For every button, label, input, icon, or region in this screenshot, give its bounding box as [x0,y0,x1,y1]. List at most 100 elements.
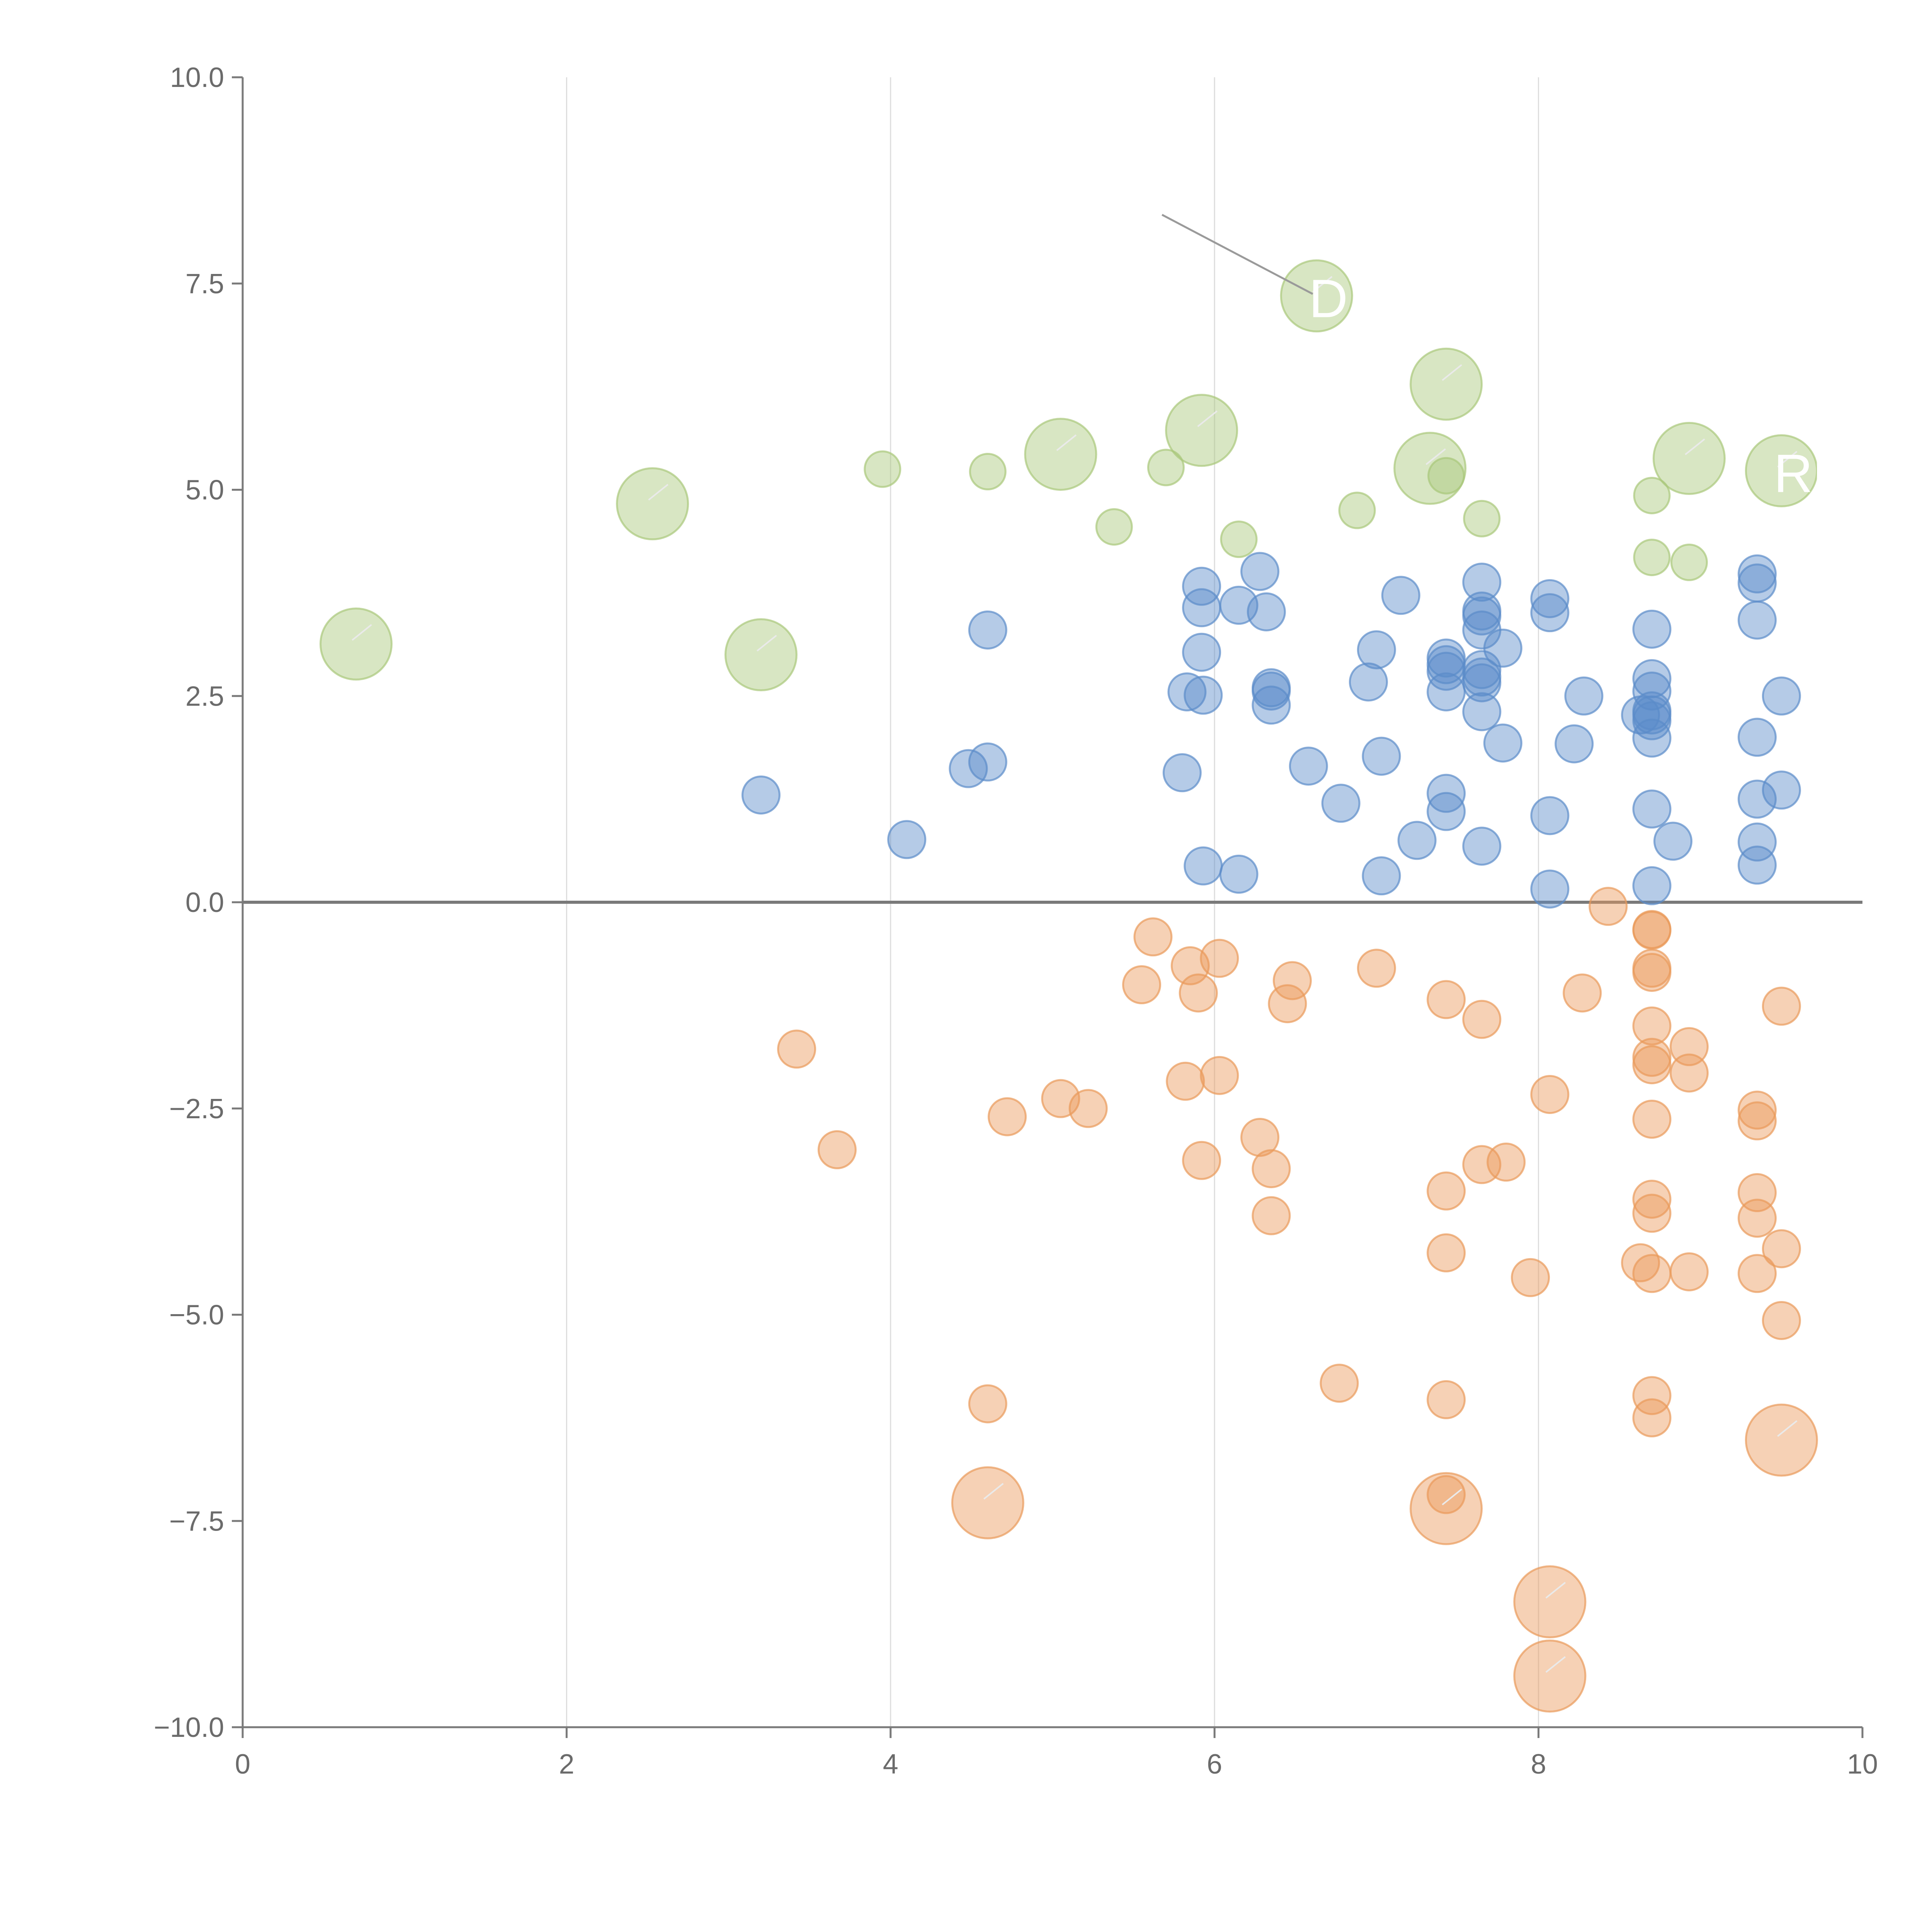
data-point [1147,449,1185,486]
label-leader-line [757,634,777,652]
data-point [1289,747,1328,786]
data-point [1397,821,1437,860]
large-data-point [616,467,689,541]
y-tick-label: −7.5 [169,1506,224,1537]
data-point [1632,866,1672,905]
x-tick-label: 8 [1531,1749,1546,1780]
annotation-leader-line [1162,214,1313,295]
data-point [1362,736,1401,776]
x-tick-label: 0 [235,1749,250,1780]
data-point [1200,939,1239,978]
data-point [1427,1233,1466,1272]
data-point [969,453,1007,491]
data-point [1762,676,1801,716]
data-point [1530,593,1570,633]
data-point [1632,1398,1672,1437]
large-data-point [1745,434,1818,507]
data-point [1200,1056,1239,1095]
data-point [1738,600,1777,640]
data-point [1182,633,1221,672]
data-point [968,610,1007,650]
label-leader-line [983,1483,1004,1500]
y-tick-label: 2.5 [185,681,224,712]
data-point [1632,718,1672,758]
data-point [864,450,901,488]
data-point [1632,1045,1672,1085]
data-point [741,775,781,815]
data-point [1633,539,1671,577]
x-tick-label: 2 [559,1749,574,1780]
data-point [1427,672,1466,712]
label-leader-line [1777,1420,1798,1437]
label-leader-line [1442,364,1462,381]
points-layer [319,259,1818,1713]
y-tick-label: 7.5 [185,269,224,299]
data-point [968,742,1007,782]
data-point [817,1130,857,1169]
data-point [1621,1243,1660,1282]
data-point [1530,1075,1570,1114]
data-point [1633,476,1671,514]
data-point [1738,554,1777,594]
data-point [1588,887,1628,926]
data-point [1738,779,1777,819]
label-leader-line [1685,438,1705,455]
data-point [1184,846,1223,886]
data-point [1511,1258,1550,1297]
axis-layer: 0 2 4 6 8 10 10.0 7.5 5.0 2.5 0.0 −2.5 −5.0 −7.5 −10.0 [154,62,1878,1780]
data-point [1268,984,1307,1024]
data-point [1483,723,1522,763]
label-leader-line [352,624,372,641]
data-point [1182,566,1221,606]
y-tick-label: 0.0 [185,887,224,918]
data-point [1738,1090,1777,1130]
large-data-point [1410,1472,1483,1545]
data-point [1122,965,1162,1004]
data-point [1762,1301,1801,1340]
data-point [1632,952,1672,992]
data-point [1738,718,1777,757]
data-point [968,1384,1007,1423]
labels-layer: DY RUNE [352,214,1927,1673]
data-point [1483,628,1522,668]
data-point [1462,596,1502,636]
data-point [1653,821,1693,861]
data-point [1632,1194,1672,1233]
label-leader-line [1545,1582,1566,1599]
data-point [1632,1376,1672,1415]
data-point [988,1097,1027,1136]
data-point [1427,1380,1466,1419]
data-point [1167,672,1207,712]
large-data-point [1410,347,1483,421]
data-point [1462,563,1502,602]
data-point [1219,854,1259,894]
data-point [1762,1229,1801,1269]
data-point [1357,949,1396,988]
data-point [1179,973,1218,1013]
data-point [1530,869,1570,909]
data-point [1632,1100,1672,1139]
data-point [1338,492,1376,529]
label-leader-line [1312,276,1333,293]
label-leader-line [1777,451,1798,468]
x-tick-label: 10 [1847,1749,1878,1780]
data-point [1632,671,1672,711]
large-data-point [319,607,393,681]
label-leader-line [1197,410,1218,427]
data-point [1564,676,1604,716]
data-point [1669,1053,1709,1093]
data-point [1357,630,1396,670]
data-point [1554,724,1594,764]
data-point [777,1029,816,1069]
data-point [1068,1089,1108,1128]
data-point [1632,1254,1672,1293]
data-point [1252,1149,1291,1189]
data-point [1738,822,1777,862]
data-point [1462,827,1502,866]
large-data-point [1745,1403,1818,1477]
data-point [1252,1196,1291,1235]
y-tick-label: −2.5 [169,1094,224,1124]
large-data-point [1513,1565,1587,1638]
